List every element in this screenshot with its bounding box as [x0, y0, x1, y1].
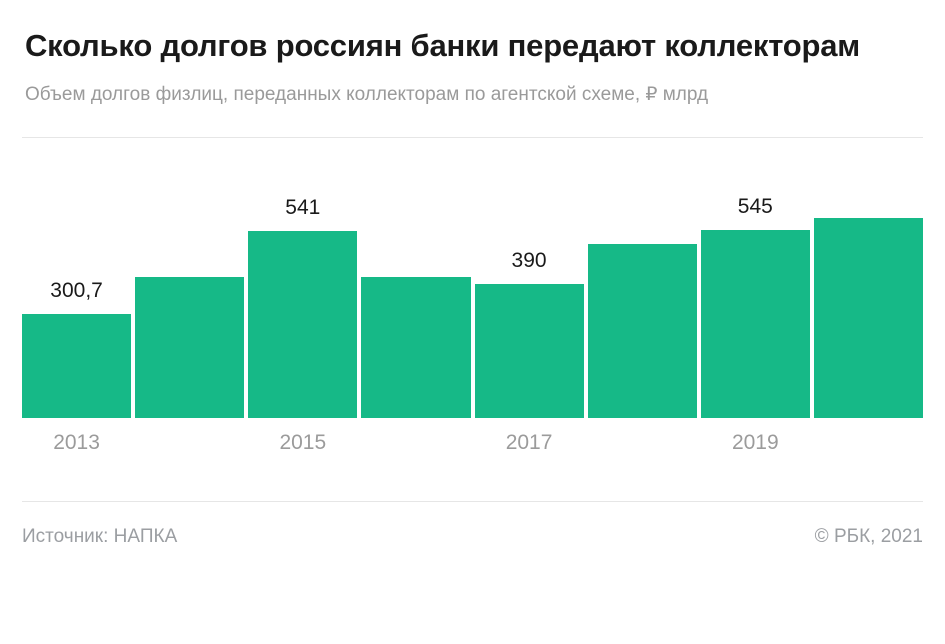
- chart-subtitle: Объем долгов физлиц, переданных коллекто…: [25, 84, 709, 105]
- bottom-divider: [22, 501, 923, 502]
- x-tick-empty: [361, 418, 470, 455]
- bar-2013: [22, 314, 132, 418]
- copyright-label: © РБК, 2021: [814, 526, 923, 547]
- top-divider: [22, 137, 923, 138]
- infographic-page: Сколько долгов россиян банки передают ко…: [0, 26, 945, 548]
- x-axis-labels: 2013 2015 2017 2019: [22, 418, 923, 455]
- x-tick-label-2017: 2017: [505, 431, 553, 454]
- bar-2019: [700, 230, 810, 418]
- bar-column-2013: 300,7: [22, 279, 132, 418]
- x-tick-empty: [135, 418, 244, 455]
- bar-column-2019: 545: [700, 195, 810, 418]
- footer: Источник: НАПКА © РБК, 2021: [22, 525, 923, 548]
- x-tick-empty: [588, 418, 697, 455]
- bar-2018: [587, 244, 697, 418]
- bar-2017: [474, 284, 584, 418]
- page-title: Сколько долгов россиян банки передают ко…: [25, 28, 861, 63]
- x-tick-label-2019: 2019: [731, 431, 779, 454]
- bar-2020: [813, 218, 923, 418]
- bar-column-2020: [813, 218, 923, 418]
- x-tick-label-2015: 2015: [279, 431, 327, 454]
- bar-2016: [361, 277, 471, 418]
- bar-value-label-2013: 300,7: [50, 279, 103, 302]
- bar-value-label-2015: 541: [285, 196, 321, 219]
- bar-column-2016: [361, 277, 471, 418]
- x-tick-label-2013: 2013: [53, 431, 100, 454]
- bar-column-2015: 541: [248, 196, 358, 418]
- bar-column-2018: [587, 244, 697, 418]
- bar-2014: [135, 277, 245, 418]
- bar-chart: 300,7 541 390 545 2013 2015 2017 2019: [22, 138, 923, 455]
- bar-value-label-2017: 390: [511, 249, 547, 272]
- bar-column-2014: [135, 277, 245, 418]
- bars-area: 300,7 541 390 545: [22, 138, 923, 418]
- bar-value-label-2019: 545: [737, 195, 773, 218]
- source-label: Источник: НАПКА: [22, 526, 178, 547]
- x-tick-empty: [814, 418, 923, 455]
- bar-2015: [248, 231, 358, 418]
- bar-column-2017: 390: [474, 249, 584, 418]
